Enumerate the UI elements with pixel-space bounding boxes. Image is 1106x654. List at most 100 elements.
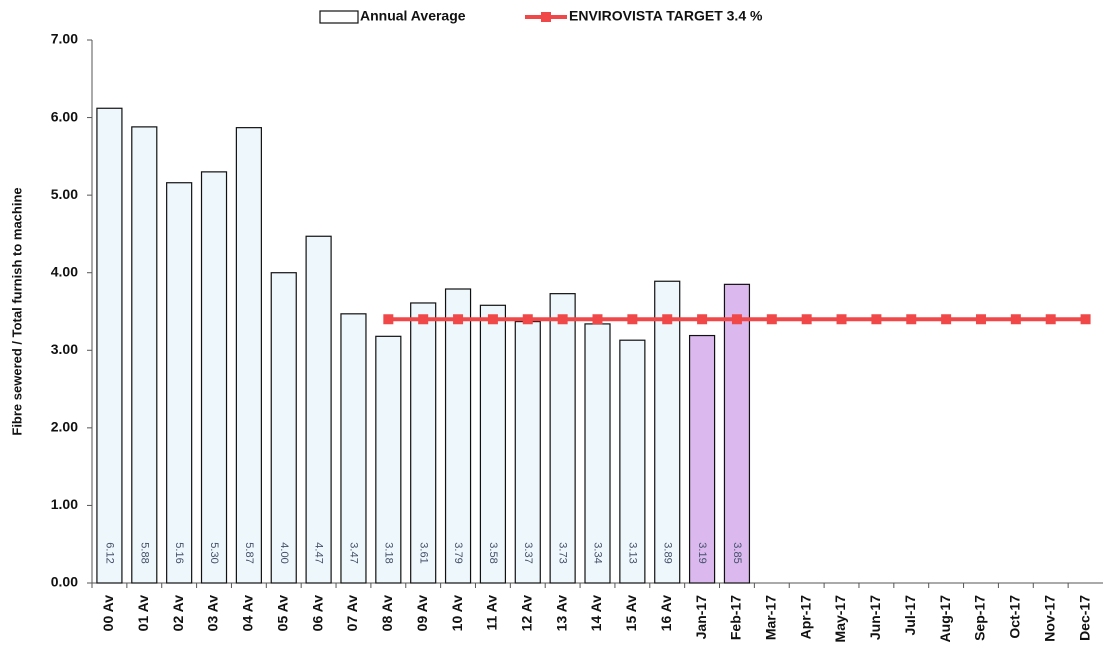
legend-swatch	[541, 12, 551, 22]
marker	[941, 314, 952, 325]
value-label: 3.47	[348, 542, 360, 563]
value-label: 3.85	[731, 542, 743, 563]
bar	[270, 272, 297, 584]
y-tick-label: 6.00	[51, 108, 78, 124]
value-label: 3.73	[557, 542, 569, 563]
bar	[166, 182, 193, 584]
bar	[514, 320, 541, 584]
value-label: 3.61	[417, 542, 429, 563]
bar	[444, 288, 472, 584]
y-axis-label: Fibre sewered / Total furnish to machine	[9, 187, 24, 435]
marker	[697, 314, 708, 325]
bar	[723, 283, 751, 584]
marker	[592, 314, 603, 325]
value-label: 6.12	[104, 542, 116, 563]
x-tick-label: Jun-17	[867, 595, 883, 640]
value-label: 3.58	[487, 542, 499, 563]
y-tick-label: 2.00	[51, 419, 78, 435]
value-label: 4.00	[278, 542, 290, 563]
bar	[410, 302, 437, 584]
x-tick-label: 16 Av	[658, 595, 674, 632]
x-tick-label: Sep-17	[972, 595, 988, 641]
y-tick-label: 1.00	[51, 496, 78, 512]
marker	[627, 314, 638, 325]
value-label: 5.88	[138, 542, 150, 563]
marker	[522, 314, 533, 325]
marker	[731, 314, 742, 325]
x-tick-label: 07 Av	[344, 595, 360, 632]
value-label: 3.19	[696, 542, 708, 563]
value-label: 3.34	[592, 542, 604, 563]
marker	[453, 314, 464, 325]
x-tick-label: 11 Av	[484, 595, 500, 631]
x-tick-label: Feb-17	[728, 595, 744, 640]
x-tick-label: 03 Av	[205, 595, 221, 632]
value-label: 3.89	[661, 542, 673, 563]
y-tick-label: 4.00	[51, 263, 78, 279]
y-tick-label: 5.00	[51, 186, 78, 202]
x-tick-label: 10 Av	[449, 595, 465, 632]
x-tick-label: 12 Av	[518, 595, 534, 632]
value-label: 3.79	[452, 542, 464, 563]
x-tick-label: Jan-17	[693, 595, 709, 640]
bar	[549, 293, 576, 584]
bar	[96, 107, 123, 584]
x-tick-label: 06 Av	[309, 595, 325, 632]
x-tick-label: 09 Av	[414, 595, 430, 632]
bar	[479, 304, 507, 584]
bar	[131, 126, 158, 584]
bar	[235, 127, 262, 584]
x-tick-label: 00 Av	[100, 595, 116, 632]
legend-label: Annual Average	[360, 8, 466, 24]
x-tick-label: 08 Av	[379, 595, 395, 632]
marker	[871, 314, 882, 325]
x-tick-label: 13 Av	[553, 595, 569, 632]
x-tick-label: Aug-17	[937, 595, 953, 643]
x-tick-label: 01 Av	[135, 595, 151, 632]
marker	[662, 314, 673, 325]
x-tick-label: 15 Av	[623, 595, 639, 632]
marker	[418, 314, 429, 325]
legend-swatch	[319, 10, 359, 24]
marker	[1080, 314, 1091, 325]
marker	[836, 314, 847, 325]
y-tick-label: 3.00	[51, 341, 78, 357]
y-tick-label: 7.00	[51, 31, 78, 47]
value-label: 5.16	[173, 542, 185, 563]
x-tick-label: 14 Av	[588, 595, 604, 632]
x-tick-label: 04 Av	[240, 595, 256, 632]
marker	[557, 314, 568, 325]
marker	[801, 314, 812, 325]
marker	[975, 314, 986, 325]
marker	[1010, 314, 1021, 325]
x-tick-label: Oct-17	[1007, 595, 1023, 639]
bar	[340, 313, 367, 584]
marker	[383, 314, 394, 325]
bar	[619, 339, 646, 584]
bar	[654, 280, 681, 584]
value-label: 5.30	[208, 542, 220, 563]
value-label: 3.18	[382, 542, 394, 563]
value-label: 3.13	[626, 542, 638, 563]
bar	[200, 171, 228, 584]
marker	[1045, 314, 1056, 325]
marker	[906, 314, 917, 325]
y-tick-label: 0.00	[51, 574, 78, 590]
value-label: 4.47	[313, 542, 325, 563]
x-tick-label: Dec-17	[1076, 595, 1092, 641]
bar	[305, 235, 332, 584]
x-tick-label: 05 Av	[274, 595, 290, 632]
x-tick-label: Nov-17	[1041, 595, 1057, 642]
x-tick-label: Apr-17	[797, 595, 813, 640]
x-tick-label: Mar-17	[763, 595, 779, 640]
x-tick-label: 02 Av	[170, 595, 186, 632]
bar	[375, 335, 402, 584]
value-label: 3.37	[522, 542, 534, 563]
marker	[766, 314, 777, 325]
x-tick-label: Jul-17	[902, 595, 918, 636]
x-tick-label: May-17	[832, 595, 848, 643]
value-label: 5.87	[243, 542, 255, 563]
bar	[688, 334, 716, 584]
marker	[487, 314, 498, 325]
